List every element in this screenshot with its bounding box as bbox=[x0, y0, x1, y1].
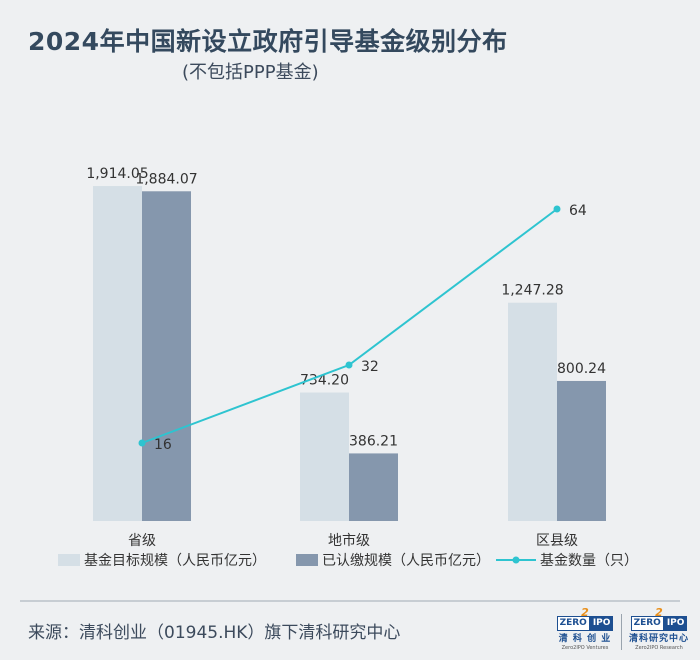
bar-paid-1 bbox=[349, 453, 398, 521]
logo-cn-text: 清 科 创 业 bbox=[558, 634, 612, 644]
logo-separator bbox=[621, 614, 622, 650]
legend-target-text: 基金目标规模（人民币亿元） bbox=[84, 552, 266, 569]
bar-label-paid-2: 800.24 bbox=[557, 361, 606, 377]
logo-en-text: Zero2IPO Research bbox=[635, 645, 683, 651]
chart-title: 2024年中国新设立政府引导基金级别分布 bbox=[28, 27, 508, 56]
legend-paid-swatch bbox=[296, 554, 318, 566]
bar-label-target-2: 1,247.28 bbox=[501, 283, 563, 299]
bar-label-paid-0: 1,884.07 bbox=[135, 171, 197, 187]
source-note: 来源：清科创业（01945.HK）旗下清科研究中心 bbox=[28, 623, 401, 643]
count-point-0 bbox=[138, 439, 146, 447]
chart-canvas: 1,914.051,884.07 省级 734.20 386.21 地市级 1,247.2… bbox=[58, 166, 638, 569]
bar-paid-2 bbox=[557, 380, 606, 521]
legend-count-text: 基金数量（只） bbox=[540, 552, 638, 569]
legend-target-swatch bbox=[58, 554, 80, 566]
logo-badge: ZERO IPO 2 bbox=[630, 606, 688, 631]
count-point-2 bbox=[553, 205, 561, 213]
zero2ipo-ventures-logo: ZERO IPO 2 清 科 创 业 Zero2IPO Ventures bbox=[552, 606, 618, 656]
bar-label-target-0: 1,914.05 bbox=[86, 166, 148, 182]
bar-paid-0 bbox=[142, 191, 191, 521]
bar-label-target-1: 734.20 bbox=[300, 373, 349, 389]
count-line bbox=[141, 208, 558, 444]
x-tick-label-2: 区县级 bbox=[536, 533, 578, 549]
bar-target-1 bbox=[300, 392, 349, 521]
logo-cn-text: 清科研究中心 bbox=[628, 634, 689, 644]
count-label-1: 32 bbox=[361, 359, 379, 375]
legend-count-marker bbox=[512, 556, 520, 564]
logo-en-text: Zero2IPO Ventures bbox=[561, 645, 609, 651]
bar-target-2 bbox=[508, 302, 557, 521]
count-point-1 bbox=[345, 361, 353, 369]
zero2ipo-research-logo: ZERO IPO 2 清科研究中心 Zero2IPO Research bbox=[626, 606, 692, 656]
chart-subtitle: (不包括PPP基金) bbox=[182, 62, 319, 83]
bar-label-paid-1: 386.21 bbox=[349, 433, 398, 449]
bar-target-0 bbox=[93, 186, 142, 521]
x-tick-label-1: 地市级 bbox=[328, 532, 370, 549]
x-tick-label-0: 省级 bbox=[128, 533, 156, 549]
count-label-0: 16 bbox=[154, 437, 172, 453]
footer-divider bbox=[20, 600, 680, 602]
count-label-2: 64 bbox=[569, 203, 587, 219]
legend-paid-text: 已认缴规模（人民币亿元） bbox=[322, 553, 490, 569]
logo-badge: ZERO IPO 2 bbox=[556, 606, 614, 631]
